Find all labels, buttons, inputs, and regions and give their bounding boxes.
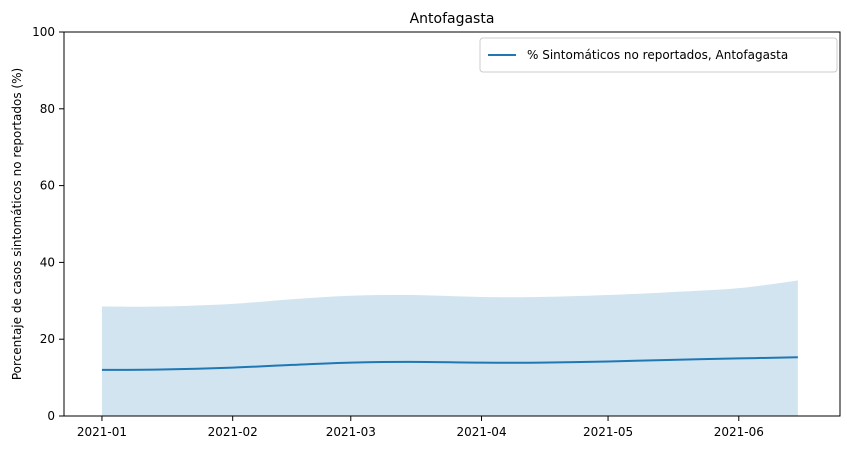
x-tick-label: 2021-05: [583, 425, 633, 439]
confidence-band-0: [101, 280, 798, 416]
legend: % Sintomáticos no reportados, Antofagast…: [479, 37, 838, 73]
y-tick-label: 80: [40, 102, 55, 116]
legend-frame: [479, 37, 838, 73]
axes-frame: [63, 31, 841, 417]
legend-label: % Sintomáticos no reportados, Antofagast…: [527, 48, 788, 62]
y-tick-label: 20: [40, 332, 55, 346]
series-line-0: [101, 356, 798, 371]
y-tick-label: 0: [47, 409, 55, 423]
y-tick-label: 100: [32, 25, 55, 39]
y-tick-label: 40: [40, 255, 55, 269]
chart-title: Antofagasta: [410, 11, 495, 27]
y-tick-label: 60: [40, 179, 55, 193]
x-tick-label: 2021-01: [77, 425, 127, 439]
plot-area: 0 20 40 60 80 100 2021-01 2021-02 2021-03 2021-04…: [32, 25, 841, 439]
x-tick-label: 2021-03: [326, 425, 376, 439]
x-tick-label: 2021-04: [456, 425, 506, 439]
x-tick-label: 2021-06: [714, 425, 764, 439]
x-tick-label: 2021-02: [208, 425, 258, 439]
y-axis-label: Porcentaje de casos sintomáticos no repo…: [10, 68, 24, 380]
